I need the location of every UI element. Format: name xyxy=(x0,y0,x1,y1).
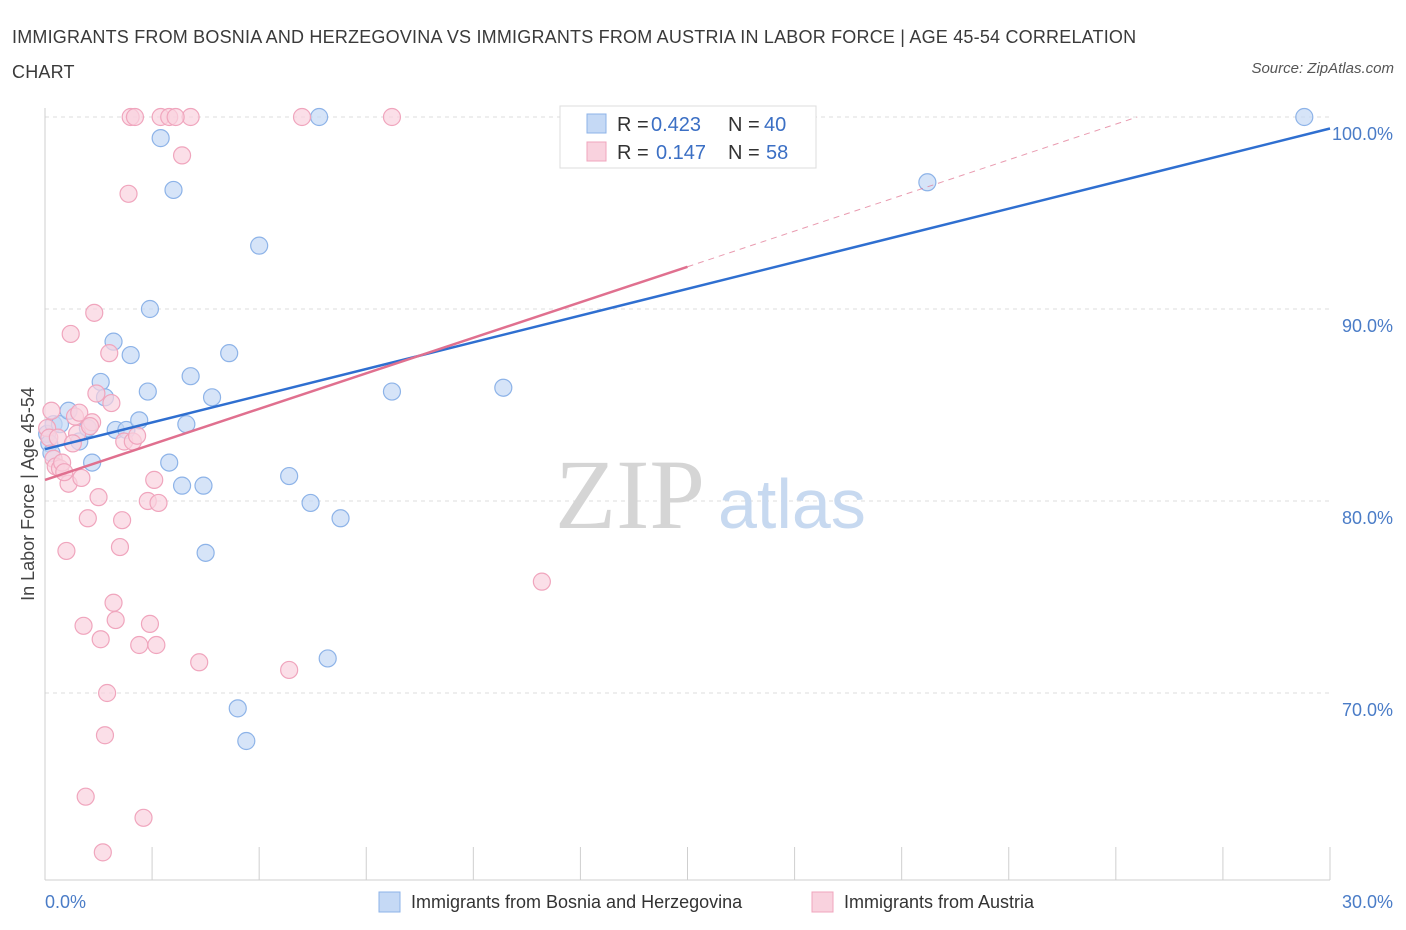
watermark: ZIP atlas xyxy=(555,439,866,550)
point-bosnia xyxy=(181,367,200,386)
point-bosnia xyxy=(331,509,350,528)
point-austria xyxy=(190,653,209,672)
y-tick-label-80: 80.0% xyxy=(1342,508,1393,528)
point-austria xyxy=(166,107,185,127)
y-tick-labels: 70.0% 80.0% 90.0% 100.0% xyxy=(1332,124,1393,720)
point-bosnia xyxy=(140,299,160,319)
point-austria xyxy=(98,683,117,703)
point-bosnia xyxy=(164,180,183,200)
point-austria xyxy=(74,616,93,635)
gridlines xyxy=(45,116,1330,694)
point-austria xyxy=(145,470,164,489)
point-austria xyxy=(102,393,121,413)
point-austria xyxy=(127,426,147,445)
stats-legend: R = 0.423 N = 40 R = 0.147 N = 58 xyxy=(559,105,817,169)
point-bosnia xyxy=(237,731,256,751)
legend-swatch-bosnia xyxy=(378,891,401,913)
stats-r-label-bosnia: R = xyxy=(617,114,649,136)
point-bosnia xyxy=(138,382,157,401)
chart-title: IMMIGRANTS FROM BOSNIA AND HERZEGOVINA V… xyxy=(12,27,1137,82)
legend-label-austria: Immigrants from Austria xyxy=(844,892,1035,912)
point-austria xyxy=(172,146,192,165)
stats-r-label-austria: R = xyxy=(617,142,649,164)
x-tick-label-max: 30.0% xyxy=(1342,892,1393,912)
trend-line-extension-austria xyxy=(687,116,1138,268)
watermark-atlas: atlas xyxy=(718,465,866,543)
point-bosnia xyxy=(280,466,299,486)
point-austria xyxy=(61,324,80,344)
stats-r-value-austria: 0.147 xyxy=(656,142,706,164)
stats-r-value-bosnia: 0.423 xyxy=(651,114,701,136)
point-bosnia xyxy=(318,649,337,668)
point-bosnia xyxy=(194,476,213,495)
point-austria xyxy=(130,635,149,655)
point-bosnia xyxy=(196,543,215,562)
point-bosnia xyxy=(228,699,247,718)
point-austria xyxy=(134,808,153,827)
point-bosnia xyxy=(382,382,402,401)
point-austria xyxy=(147,635,166,655)
point-bosnia xyxy=(151,129,170,148)
stats-n-label-bosnia: N = xyxy=(728,114,760,136)
point-bosnia xyxy=(918,173,937,192)
point-austria xyxy=(72,468,91,488)
point-austria xyxy=(70,403,89,422)
point-bosnia xyxy=(220,344,239,363)
point-bosnia xyxy=(160,453,179,472)
watermark-zip: ZIP xyxy=(555,439,705,550)
point-austria xyxy=(280,660,299,680)
point-austria xyxy=(532,572,551,591)
point-bosnia xyxy=(202,388,222,407)
stats-legend-swatch-bosnia xyxy=(586,113,607,134)
point-austria xyxy=(91,630,110,649)
trend-lines xyxy=(44,116,1331,482)
point-bosnia xyxy=(172,476,192,495)
point-bosnia xyxy=(310,107,329,127)
y-tick-label-100: 100.0% xyxy=(1332,124,1393,144)
stats-n-value-austria: 58 xyxy=(766,142,788,164)
point-austria xyxy=(292,107,312,127)
point-austria xyxy=(93,843,112,862)
x-ticks xyxy=(44,847,1331,880)
point-austria xyxy=(42,401,61,420)
point-bosnia xyxy=(1295,107,1314,127)
stats-n-value-bosnia: 40 xyxy=(764,114,786,136)
point-austria xyxy=(76,787,95,806)
point-austria xyxy=(382,107,402,127)
point-austria xyxy=(100,344,119,363)
point-bosnia xyxy=(121,345,140,365)
point-austria xyxy=(110,537,130,557)
point-austria xyxy=(95,726,115,745)
stats-legend-swatch-austria xyxy=(586,141,607,162)
point-bosnia xyxy=(250,236,269,255)
point-bosnia xyxy=(301,493,320,513)
series-legend: Immigrants from Bosnia and Herzegovina I… xyxy=(378,891,1035,913)
y-tick-label-90: 90.0% xyxy=(1342,316,1393,336)
x-tick-label-min: 0.0% xyxy=(45,892,86,912)
trend-line-bosnia xyxy=(44,127,1331,451)
point-austria xyxy=(89,488,108,507)
point-bosnia xyxy=(494,378,513,397)
point-austria xyxy=(78,509,97,528)
source-label: Source: ZipAtlas.com xyxy=(1251,60,1394,77)
point-austria xyxy=(80,417,100,436)
y-tick-label-70: 70.0% xyxy=(1342,700,1393,720)
y-axis-label: In Labor Force | Age 45-54 xyxy=(18,387,38,601)
stats-n-label-austria: N = xyxy=(728,142,760,164)
legend-swatch-austria xyxy=(811,891,834,913)
data-points xyxy=(38,107,1314,862)
point-austria xyxy=(104,593,123,612)
point-austria xyxy=(87,384,106,403)
point-austria xyxy=(85,303,104,322)
trend-line-austria xyxy=(44,265,688,482)
point-austria xyxy=(106,610,125,630)
point-austria xyxy=(149,493,168,513)
point-austria xyxy=(140,614,160,633)
point-austria xyxy=(112,511,132,530)
point-austria xyxy=(119,184,138,203)
point-austria xyxy=(57,541,76,561)
point-austria xyxy=(125,107,145,127)
legend-label-bosnia: Immigrants from Bosnia and Herzegovina xyxy=(411,892,743,912)
